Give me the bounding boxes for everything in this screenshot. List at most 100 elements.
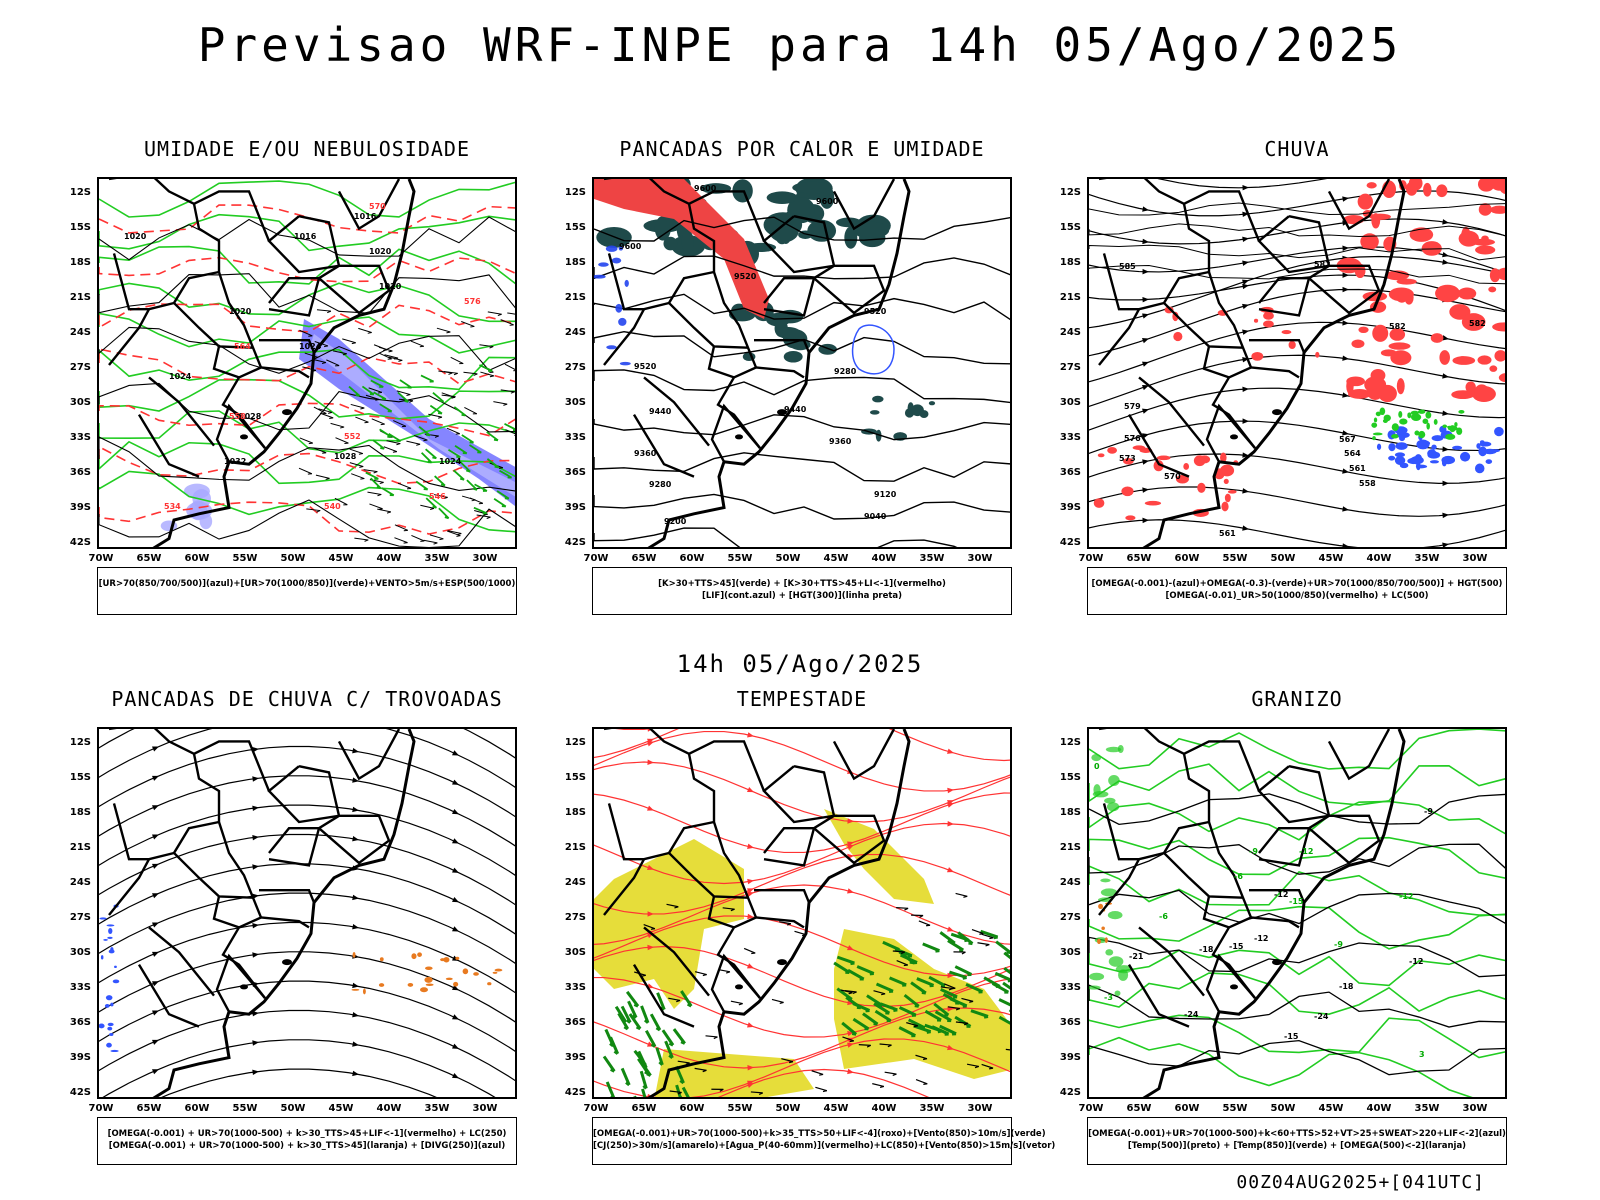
wind-vector [500, 319, 514, 326]
latitude-label: 36S [1059, 1017, 1081, 1028]
wind-vector [351, 342, 356, 345]
legend-line: [LIF](cont.azul) + [HGT(300)](linha pret… [701, 591, 903, 601]
longitude-label: 65W [631, 553, 657, 564]
longitude-label: 70W [583, 553, 609, 564]
political-border [762, 215, 836, 274]
longitude-label: 50W [280, 1103, 306, 1114]
flow-arrow [152, 1039, 159, 1045]
wind-vector [499, 469, 513, 479]
wind-vector [351, 473, 365, 480]
omega-strong-area [1446, 425, 1453, 429]
lif-contour [619, 361, 631, 366]
contour-label: 570 [1164, 472, 1181, 481]
latitude-label: 27S [69, 362, 91, 373]
wind-vector [432, 391, 445, 403]
wind-vector [392, 451, 397, 453]
streamline-850 [717, 1068, 930, 1097]
wind-vector [779, 921, 792, 925]
wind-vector [923, 1083, 928, 1085]
rain-area [1449, 304, 1471, 320]
rain-area [1175, 474, 1189, 484]
wind-vector [423, 539, 438, 544]
instability-zone [928, 401, 936, 406]
political-border [1099, 179, 1256, 449]
wind-vector [439, 538, 444, 541]
contour-label: 1016 [294, 232, 317, 241]
wind-vector [643, 924, 656, 930]
political-border [832, 729, 896, 781]
omega-area [1494, 426, 1504, 437]
longitude-label: 65W [1126, 1103, 1152, 1114]
longitude-label: 65W [1126, 553, 1152, 564]
longitude-label: 45W [328, 1103, 354, 1114]
thunderstorm-area [455, 956, 460, 960]
longitude-label: 40W [1366, 553, 1392, 564]
flow-arrow [1142, 517, 1149, 524]
lagoa-dos-patos [1272, 959, 1282, 966]
streamline [99, 980, 515, 1052]
lagoa-dos-patos [777, 409, 787, 416]
rain-area [1492, 322, 1505, 332]
flow-arrow [252, 1069, 259, 1076]
wind-vector [428, 413, 443, 418]
wind-vector [947, 1006, 960, 1010]
political-border [1258, 276, 1311, 317]
latitude-label: 30S [1059, 947, 1081, 958]
contour-label: 9280 [649, 480, 672, 489]
political-border [604, 179, 761, 449]
wind-vector [373, 471, 378, 474]
wind-vector [416, 443, 421, 446]
wind-vector [685, 1062, 690, 1065]
wind-vector [384, 354, 399, 359]
legend-line: [OMEGA(-0.001) + UR>70(1000-500) + k>30_… [107, 1129, 507, 1139]
flow-arrow [747, 913, 754, 920]
temp850-contour [1106, 802, 1120, 812]
wind-vector [887, 1044, 892, 1048]
flow-arrow [947, 1044, 954, 1051]
omega-strong-area [1399, 418, 1408, 425]
wind-vector [315, 474, 330, 479]
longitude-label: 65W [631, 1103, 657, 1114]
wind-vector [386, 511, 392, 514]
wind-vector [394, 537, 408, 544]
contour-label: 9440 [784, 405, 807, 414]
rain-area [1357, 193, 1373, 210]
political-border [1250, 366, 1300, 379]
latitude-label: 36S [69, 467, 91, 478]
latitude-label: 36S [1059, 467, 1081, 478]
latitude-label: 33S [564, 432, 586, 443]
contour-label: 552 [344, 432, 361, 441]
longitude-label: 30W [967, 1103, 993, 1114]
flow-arrow [847, 888, 854, 894]
flow-arrow [1342, 430, 1349, 436]
political-border [603, 858, 646, 916]
latitude-label: 30S [69, 397, 91, 408]
flow-arrow [452, 838, 459, 844]
flow-arrow [252, 834, 259, 841]
wind-vector [375, 399, 380, 401]
political-border [215, 403, 266, 463]
wind-vector [406, 394, 411, 396]
longitude-label: 65W [136, 553, 162, 564]
political-border [707, 896, 735, 929]
omega-strong-area [1445, 433, 1456, 440]
latitude-label: 39S [564, 1052, 586, 1063]
lif-contour [594, 274, 606, 279]
latitude-label: 15S [69, 222, 91, 233]
flow-arrow [947, 867, 954, 873]
wind-vector [313, 406, 327, 414]
omega-area [1104, 937, 1108, 944]
latitude-label: 30S [1059, 397, 1081, 408]
latitude-label: 18S [1059, 807, 1081, 818]
streamline-850 [594, 1007, 1010, 1069]
rain-area [1478, 203, 1492, 216]
instability-zone [792, 181, 832, 194]
latitude-label: 42S [1059, 537, 1081, 548]
omega-strong-area [1422, 418, 1429, 424]
lagoa-dos-patos [1272, 409, 1282, 416]
flow-arrow [352, 982, 359, 989]
flow-arrow [847, 818, 854, 824]
latitude-label: 24S [1059, 877, 1081, 888]
wind-vector [367, 332, 372, 334]
political-border [643, 926, 710, 997]
